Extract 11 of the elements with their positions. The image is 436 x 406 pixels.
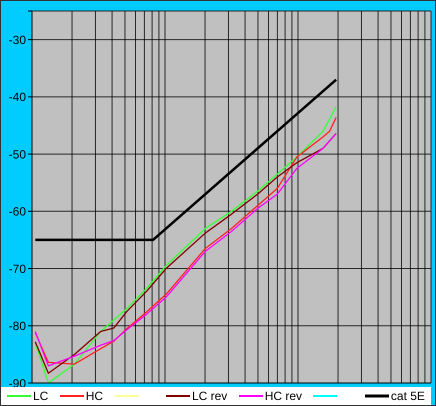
y-tick-label: -60 — [8, 204, 26, 219]
legend-label: LC — [33, 389, 48, 403]
y-tick-label: -50 — [8, 147, 26, 162]
y-tick-label: -80 — [8, 319, 26, 334]
y-tick-label: -40 — [8, 90, 26, 104]
y-tick-label: -30 — [8, 32, 26, 47]
legend-label: HC — [86, 389, 104, 403]
legend-label: HC rev — [264, 389, 302, 403]
y-tick-label: -70 — [8, 262, 26, 276]
legend-label: LC rev — [192, 389, 228, 403]
legend-label: cat 5E — [390, 389, 425, 403]
